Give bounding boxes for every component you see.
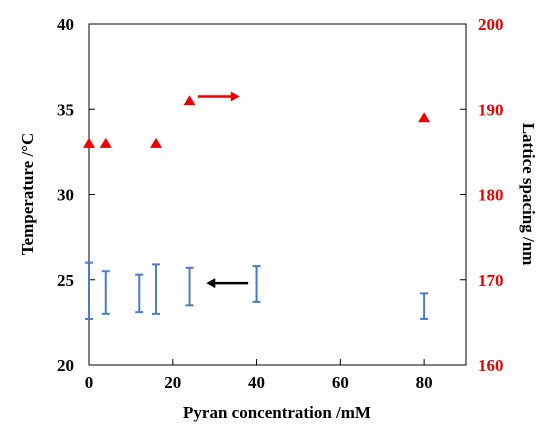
y-left-tick-label: 30 bbox=[57, 186, 74, 205]
lattice-spacing-point bbox=[99, 137, 112, 148]
y-right-tick-label: 190 bbox=[478, 100, 504, 119]
chart-marks: 0 20 40 60 80 20 25 30 35 40 160 170 180 190 200 bbox=[57, 15, 504, 392]
left-axis-arrowhead bbox=[206, 278, 216, 289]
lattice-spacing-point bbox=[418, 112, 431, 123]
y-right-tick-label: 200 bbox=[478, 15, 504, 34]
lattice-spacing-point bbox=[150, 137, 163, 148]
y-right-tick-label: 180 bbox=[478, 186, 504, 205]
y-left-tick-label: 25 bbox=[57, 271, 74, 290]
x-tick-label: 20 bbox=[164, 373, 181, 392]
y-left-tick-label: 40 bbox=[57, 15, 74, 34]
y-axis-left-title: Temperature /°C bbox=[18, 133, 37, 255]
y-right-tick-label: 160 bbox=[478, 356, 504, 375]
x-tick-label: 40 bbox=[248, 373, 265, 392]
x-tick-label: 0 bbox=[85, 373, 94, 392]
plot-frame bbox=[88, 23, 467, 366]
right-axis-arrowhead bbox=[230, 91, 240, 102]
x-tick-label: 80 bbox=[416, 373, 433, 392]
y-axis-right-title: Lattice spacing /nm bbox=[519, 123, 538, 266]
y-left-tick-label: 35 bbox=[57, 100, 74, 119]
lattice-spacing-point bbox=[83, 137, 95, 148]
x-tick-label: 60 bbox=[332, 373, 349, 392]
lattice-spacing-point bbox=[183, 95, 196, 106]
x-axis-title: Pyran concentration /mM bbox=[183, 403, 371, 422]
y-right-tick-label: 170 bbox=[478, 271, 504, 290]
y-left-tick-label: 20 bbox=[57, 356, 74, 375]
